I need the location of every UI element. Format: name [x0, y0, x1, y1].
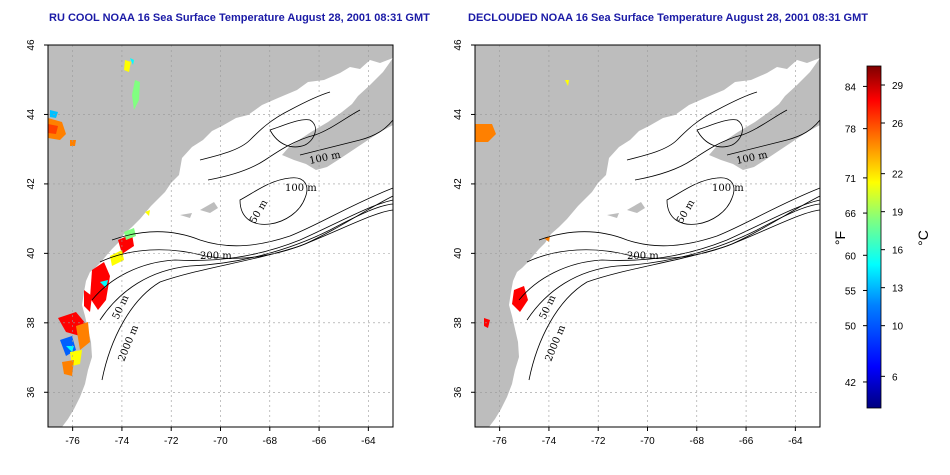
fahrenheit-tick-label: 42: [845, 378, 857, 389]
left-map-panel: 100 m 100 m 50 m 200 m 50 m 2000 m -76 -7…: [26, 39, 394, 447]
celsius-tick-label: 19: [892, 208, 904, 219]
island: [607, 213, 619, 218]
celsius-tick-label: 6: [892, 372, 898, 383]
lon-tick-label: -74: [115, 436, 130, 447]
lon-tick-label: -68: [263, 436, 278, 447]
lon-tick-label: -76: [492, 436, 507, 447]
celsius-tick-label: 29: [892, 81, 904, 92]
bathymetry-contours: [91, 91, 394, 381]
lon-tick-label: -64: [788, 436, 803, 447]
fahrenheit-scale: 84 78 71 66 60 55 50 42: [845, 82, 867, 389]
lon-tick-label: -70: [213, 436, 228, 447]
lat-tick-label: 38: [26, 317, 37, 329]
lat-tick-label: 38: [453, 317, 464, 329]
lat-tick-label: 36: [453, 386, 464, 398]
lat-tick-label: 46: [453, 39, 464, 51]
fahrenheit-tick-label: 78: [845, 125, 857, 136]
lon-tick-label: -72: [591, 436, 606, 447]
celsius-tick-label: 16: [892, 246, 904, 257]
celsius-unit-label: °C: [915, 230, 931, 246]
celsius-tick-label: 22: [892, 170, 904, 181]
longitude-axis: -76 -74 -72 -70 -68 -66 -64: [492, 427, 803, 447]
left-panel-title: RU COOL NOAA 16 Sea Surface Temperature …: [49, 12, 430, 24]
fahrenheit-tick-label: 50: [845, 322, 857, 333]
longitude-axis: -76 -74 -72 -70 -68 -66 -64: [65, 427, 376, 447]
fahrenheit-tick-label: 60: [845, 251, 857, 262]
map-grid: [48, 44, 393, 427]
lon-tick-label: -64: [361, 436, 376, 447]
lon-tick-label: -66: [312, 436, 327, 447]
cape-cod: [200, 202, 218, 213]
lon-tick-label: -72: [164, 436, 179, 447]
land-mass: [475, 45, 820, 427]
celsius-tick-label: 26: [892, 119, 904, 130]
cape-cod: [627, 202, 645, 213]
celsius-tick-label: 10: [892, 322, 904, 333]
island: [180, 213, 192, 218]
lon-tick-label: -70: [640, 436, 655, 447]
fahrenheit-tick-label: 55: [845, 286, 857, 297]
celsius-tick-label: 13: [892, 284, 904, 295]
celsius-scale: 29 26 22 19 16 13 10 6: [881, 81, 904, 383]
contour-label-100m-b: 100 m: [712, 183, 744, 194]
fahrenheit-tick-label: 71: [845, 174, 857, 185]
lat-tick-label: 40: [453, 247, 464, 259]
land-mass: [48, 45, 393, 427]
colorbar-gradient: [866, 65, 882, 409]
temperature-colorbar: 84 78 71 66 60 55 50 42 29 26 22 19 16 13 10 6 °F °C: [832, 65, 931, 409]
fahrenheit-unit-label: °F: [832, 231, 848, 245]
latitude-axis: 36 38 40 42 44 46: [26, 39, 48, 398]
lat-tick-label: 36: [26, 386, 37, 398]
lat-tick-label: 42: [453, 178, 464, 190]
lon-tick-label: -74: [542, 436, 557, 447]
latitude-axis: 36 38 40 42 44 46: [453, 39, 475, 398]
sst-pixels: [48, 58, 150, 376]
right-map-panel: 100 m 100 m 50 m 200 m 50 m 2000 m -76 -7…: [453, 39, 821, 447]
bathymetry-contours: [518, 91, 821, 381]
lat-tick-label: 40: [26, 247, 37, 259]
map-grid: [475, 44, 820, 427]
lat-tick-label: 44: [453, 108, 464, 120]
fahrenheit-tick-label: 66: [845, 209, 857, 220]
lat-tick-label: 42: [26, 178, 37, 190]
lon-tick-label: -68: [690, 436, 705, 447]
lat-tick-label: 46: [26, 39, 37, 51]
lat-tick-label: 44: [26, 108, 37, 120]
lon-tick-label: -66: [739, 436, 754, 447]
contour-label-200m: 200 m: [200, 251, 232, 262]
fahrenheit-tick-label: 84: [845, 82, 857, 93]
contour-label-200m: 200 m: [627, 251, 659, 262]
right-panel-title: DECLOUDED NOAA 16 Sea Surface Temperatur…: [468, 12, 868, 24]
lon-tick-label: -76: [65, 436, 80, 447]
contour-label-100m-b: 100 m: [285, 183, 317, 194]
